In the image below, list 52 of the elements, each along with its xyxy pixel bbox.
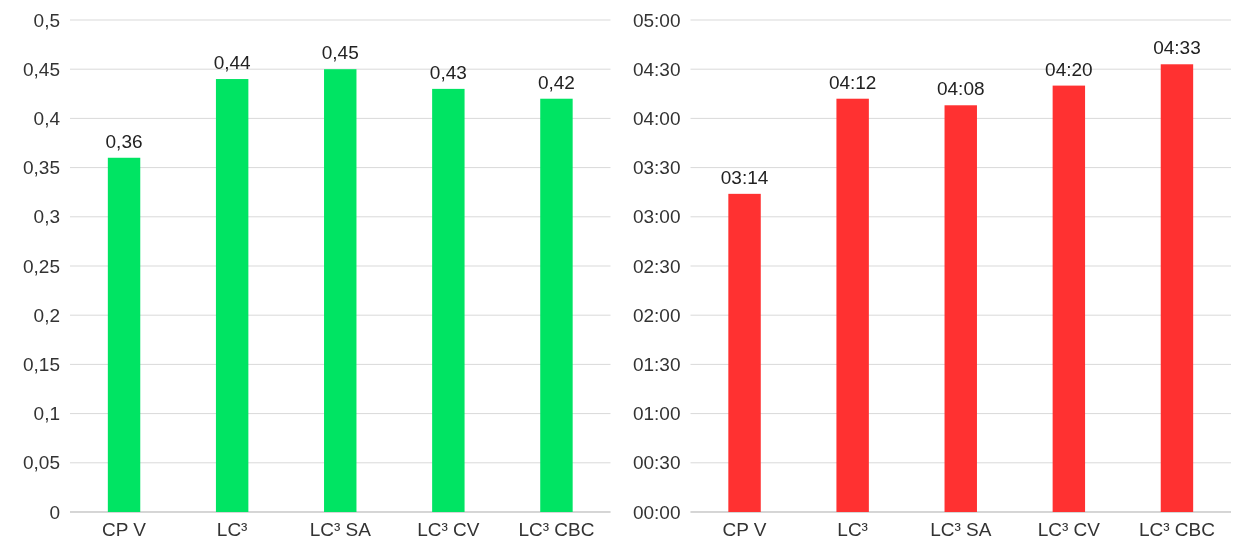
y-tick-label: 0,3 <box>33 206 60 228</box>
bar <box>432 88 465 512</box>
x-tick-label: LC³ <box>837 519 868 540</box>
y-tick-label: 0,5 <box>33 9 60 31</box>
y-tick-label: 0 <box>49 501 60 523</box>
y-tick-label: 0,05 <box>23 452 60 474</box>
data-label: 0,44 <box>213 52 252 74</box>
x-tick-label: LC³ CV <box>417 519 480 540</box>
y-tick-label: 0,45 <box>23 58 60 80</box>
bar <box>215 79 249 512</box>
y-tick-label: 0,1 <box>33 403 60 425</box>
x-tick-label: LC³ CV <box>1037 519 1101 540</box>
y-tick-label: 01:00 <box>632 403 681 425</box>
bar <box>1160 64 1194 512</box>
y-tick-label: 00:30 <box>632 452 681 474</box>
data-label: 0,36 <box>105 130 143 152</box>
y-tick-label: 03:00 <box>632 206 681 228</box>
x-tick-label: LC³ <box>216 519 248 540</box>
x-tick-label: LC³ CBC <box>518 519 595 540</box>
y-tick-label: 0,4 <box>33 108 61 130</box>
bar <box>540 98 573 512</box>
data-label: 04:12 <box>828 71 877 93</box>
x-tick-label: CP V <box>722 519 767 540</box>
bar <box>107 157 141 512</box>
bar <box>944 105 977 512</box>
y-tick-label: 00:00 <box>632 501 681 523</box>
data-label: 03:14 <box>720 166 769 188</box>
y-tick-label: 02:00 <box>632 304 681 326</box>
y-tick-label: 0,2 <box>33 304 60 326</box>
y-tick-label: 0,15 <box>23 354 60 376</box>
data-label: 0,45 <box>321 42 359 64</box>
y-tick-label: 0,35 <box>23 157 60 179</box>
y-tick-label: 04:30 <box>632 58 681 80</box>
y-tick-label: 03:30 <box>632 157 681 179</box>
y-tick-label: 04:00 <box>632 108 681 130</box>
y-tick-label: 0,25 <box>23 255 60 277</box>
data-label: 0,42 <box>537 71 575 93</box>
y-tick-label: 01:30 <box>632 354 681 376</box>
bar <box>836 98 869 512</box>
x-tick-label: LC³ SA <box>309 519 372 540</box>
data-label: 0,43 <box>429 61 467 83</box>
bar <box>324 69 357 512</box>
data-label: 04:08 <box>936 78 985 100</box>
x-tick-label: CP V <box>102 519 147 540</box>
data-label: 04:20 <box>1045 58 1093 80</box>
x-tick-label: LC³ SA <box>930 519 992 540</box>
x-tick-label: LC³ CBC <box>1138 519 1215 540</box>
bar <box>728 193 761 512</box>
y-tick-label: 02:30 <box>632 255 681 277</box>
data-label: 04:33 <box>1153 37 1201 59</box>
y-tick-label: 05:00 <box>632 9 681 31</box>
bar <box>1052 85 1086 512</box>
